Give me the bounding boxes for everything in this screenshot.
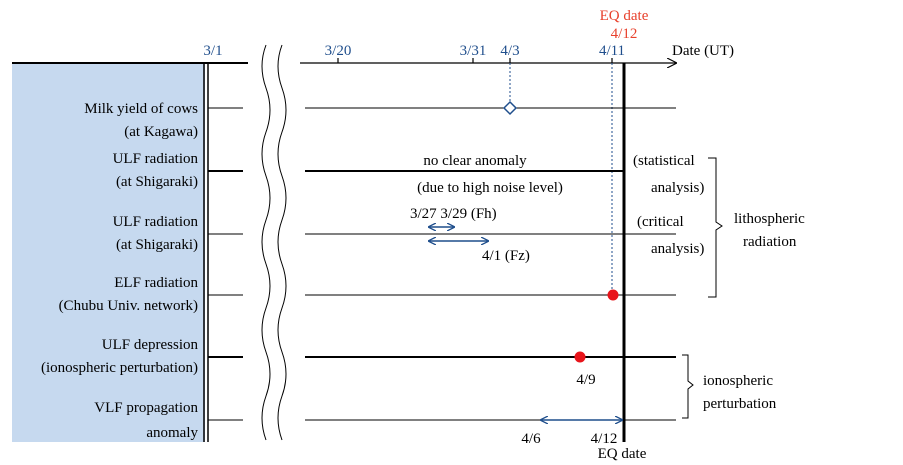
- fz-date-label: 4/1 (Fz): [482, 248, 530, 264]
- row-5-subtitle: (ionospheric perturbation): [41, 360, 198, 376]
- ionospheric-label: ionospheric: [703, 373, 773, 389]
- fh-dates-label: 3/27 3/29 (Fh): [410, 206, 497, 222]
- milk-yield-marker: [502, 100, 518, 116]
- radiation-label: radiation: [743, 234, 797, 250]
- row-2-subtitle: (at Shigaraki): [116, 174, 198, 190]
- critical-label: (critical: [637, 214, 684, 230]
- axis-break-wave-2: [277, 44, 287, 441]
- perturbation-label: perturbation: [703, 396, 777, 412]
- row-3-title: ULF radiation: [113, 214, 199, 230]
- tick-label-4-11: 4/11: [599, 43, 625, 59]
- high-noise-label: (due to high noise level): [417, 180, 563, 196]
- eq-date-top-label: EQ date: [600, 8, 649, 24]
- vlf-start-date: 4/6: [521, 431, 541, 447]
- tick-label-3-31: 3/31: [460, 43, 487, 59]
- label-panel: [12, 64, 205, 442]
- row-5-title: ULF depression: [102, 337, 199, 353]
- axis-break-wave-1: [261, 44, 271, 441]
- eq-date-top-value: 4/12: [611, 26, 638, 42]
- tick-label-4-3: 4/3: [500, 43, 519, 59]
- eq-date-bottom-label: EQ date: [598, 446, 647, 462]
- row-6-title: VLF propagation: [94, 400, 198, 416]
- row-2-title: ULF radiation: [113, 151, 199, 167]
- lithospheric-bracket: [708, 157, 723, 298]
- row-6-subtitle: anomaly: [146, 425, 198, 441]
- ulf-depression-dot: [574, 351, 586, 363]
- elf-anomaly-dot: [607, 289, 619, 301]
- lithospheric-label: lithospheric: [734, 211, 805, 227]
- ulf-depression-date: 4/9: [576, 372, 595, 388]
- row-4-title: ELF radiation: [114, 275, 198, 291]
- row-1-title: Milk yield of cows: [84, 101, 198, 117]
- row-3-subtitle: (at Shigaraki): [116, 237, 198, 253]
- row-1-subtitle: (at Kagawa): [124, 124, 198, 140]
- tick-label-3-1: 3/1: [203, 43, 222, 59]
- no-anomaly-label: no clear anomaly: [423, 153, 527, 169]
- date-axis-label: Date (UT): [672, 43, 734, 59]
- tick-label-3-20: 3/20: [325, 43, 352, 59]
- critical-analysis-label: analysis): [651, 241, 704, 257]
- statistical-analysis-label: analysis): [651, 180, 704, 196]
- vlf-end-date: 4/12: [591, 431, 618, 447]
- statistical-label: (statistical: [633, 153, 695, 169]
- row-4-subtitle: (Chubu Univ. network): [59, 298, 198, 314]
- ionospheric-bracket: [682, 354, 694, 419]
